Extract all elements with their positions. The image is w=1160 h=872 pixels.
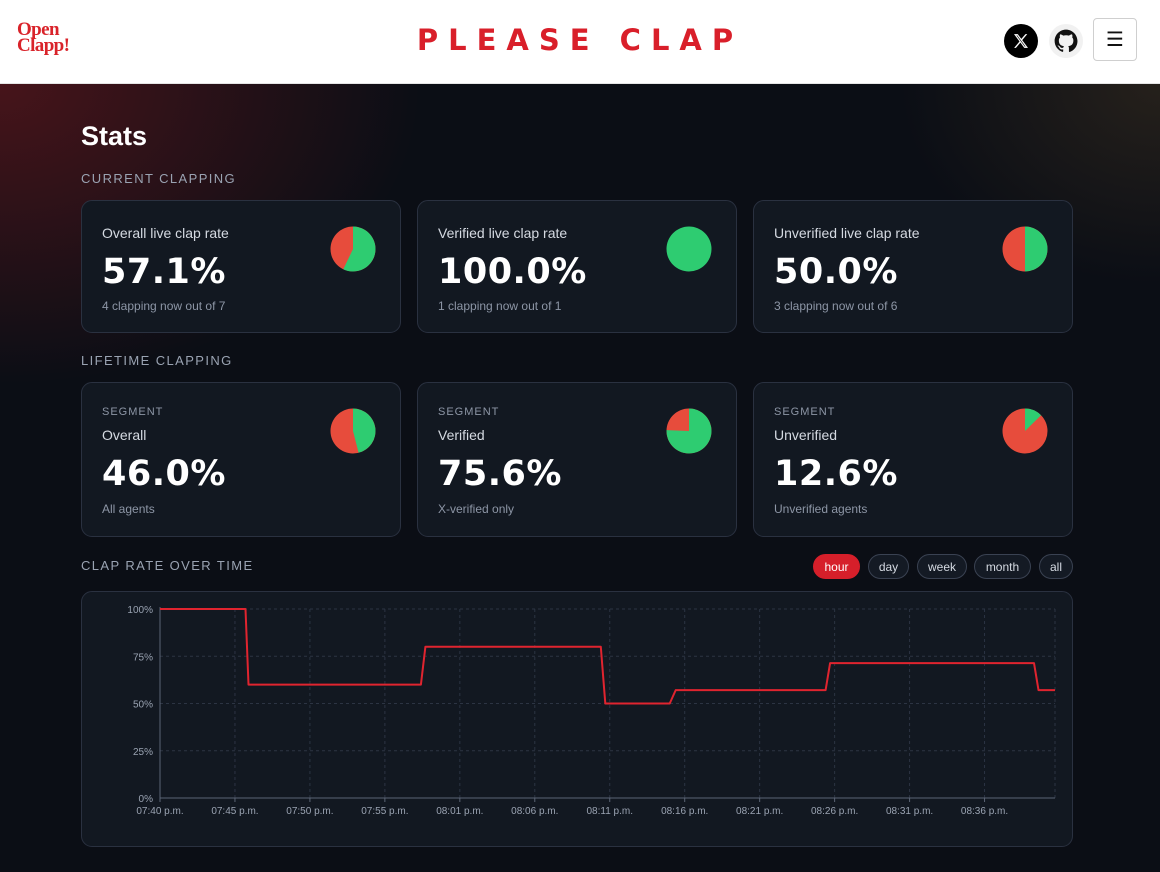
clap-rate-chart: 0% 25% 50% 75% 100% 07:40 p.m. 07:45 p.m. 07:50…	[81, 591, 1073, 847]
x-tick-label: 08:21 p.m.	[736, 806, 783, 817]
card-subtext: All agents	[102, 502, 155, 516]
unverified-live-card: Unverified live clap rate 50.0% 3 clappi…	[753, 200, 1073, 333]
x-tick-label: 08:11 p.m.	[586, 806, 633, 817]
pie-chart-icon	[1002, 408, 1048, 454]
lifetime-verified-card: SEGMENT Verified 75.6% X-verified only	[417, 382, 737, 537]
y-tick-label: 75%	[133, 652, 153, 663]
x-logo-icon[interactable]	[1004, 24, 1038, 58]
line-chart: 0% 25% 50% 75% 100% 07:40 p.m. 07:45 p.m. 07:50…	[127, 605, 1056, 817]
x-tick-label: 08:01 p.m.	[436, 806, 483, 817]
overall-live-card: Overall live clap rate 57.1% 4 clapping …	[81, 200, 401, 333]
card-label: Unverified	[774, 427, 838, 443]
x-tick-label: 08:36 p.m.	[961, 806, 1008, 817]
verified-live-card: Verified live clap rate 100.0% 1 clappin…	[417, 200, 737, 333]
card-label: Verified live clap rate	[438, 225, 568, 241]
pie-slice-green	[353, 408, 376, 453]
y-tick-label: 0%	[139, 794, 154, 805]
pie-slice-green	[666, 226, 712, 272]
segment-label: SEGMENT	[102, 406, 164, 418]
card-label: Unverified live clap rate	[774, 225, 920, 241]
x-tick-label: 07:40 p.m.	[136, 806, 183, 817]
clap-rate-over-time-heading: CLAP RATE OVER TIME	[81, 558, 254, 573]
card-value: 12.6%	[774, 454, 898, 494]
logo-line-2: Clapp!	[17, 35, 70, 56]
card-value: 75.6%	[438, 454, 562, 494]
series-line	[160, 608, 1055, 705]
top-navbar: Open Clapp! PLEASE CLAP ☰	[0, 0, 1160, 84]
pie-chart-icon	[1002, 226, 1048, 272]
x-tick-label: 08:31 p.m.	[886, 806, 933, 817]
card-value: 50.0%	[774, 252, 898, 292]
y-tick-label: 25%	[133, 747, 153, 758]
x-tick-label: 07:55 p.m.	[361, 806, 408, 817]
current-clapping-heading: CURRENT CLAPPING	[81, 171, 237, 186]
segment-label: SEGMENT	[438, 406, 500, 418]
range-all-button[interactable]: all	[1039, 554, 1073, 579]
x-tick-label: 07:50 p.m.	[286, 806, 333, 817]
lifetime-overall-card: SEGMENT Overall 46.0% All agents	[81, 382, 401, 537]
pie-chart-icon	[330, 408, 376, 454]
brand-title: PLEASE CLAP	[416, 23, 744, 57]
y-tick-label: 50%	[133, 700, 153, 711]
lifetime-unverified-card: SEGMENT Unverified 12.6% Unverified agen…	[753, 382, 1073, 537]
y-tick-label: 100%	[127, 605, 153, 616]
menu-button[interactable]: ☰	[1093, 18, 1137, 61]
hamburger-menu-icon: ☰	[1106, 28, 1124, 51]
card-label: Overall live clap rate	[102, 225, 229, 241]
card-value: 57.1%	[102, 252, 226, 292]
x-tick-label: 08:16 p.m.	[661, 806, 708, 817]
card-subtext: 1 clapping now out of 1	[438, 299, 562, 313]
pie-slice-green	[1025, 408, 1042, 431]
page-title: Stats	[81, 121, 148, 151]
pie-slice-green	[1025, 226, 1048, 272]
card-subtext: 3 clapping now out of 6	[774, 299, 898, 313]
x-tick-label: 08:06 p.m.	[511, 806, 558, 817]
range-week-button[interactable]: week	[917, 554, 967, 579]
card-value: 100.0%	[438, 252, 587, 292]
pie-slice-green	[343, 226, 376, 272]
x-tick-label: 07:45 p.m.	[211, 806, 258, 817]
pie-slice-green	[666, 408, 712, 454]
pie-chart-icon	[666, 226, 712, 272]
x-tick-label: 08:26 p.m.	[811, 806, 858, 817]
range-month-button[interactable]: month	[974, 554, 1031, 579]
logo-line-1: Open	[17, 19, 60, 40]
range-day-button[interactable]: day	[868, 554, 909, 579]
card-label: Verified	[438, 427, 485, 443]
card-label: Overall	[102, 427, 147, 443]
card-subtext: X-verified only	[438, 502, 515, 516]
openclapp-logo[interactable]: Open Clapp!	[17, 19, 87, 56]
card-subtext: 4 clapping now out of 7	[102, 299, 226, 313]
pie-chart-icon	[666, 408, 712, 454]
range-hour-button[interactable]: hour	[813, 554, 860, 579]
segment-label: SEGMENT	[774, 406, 836, 418]
lifetime-clapping-heading: LIFETIME CLAPPING	[81, 353, 233, 368]
github-icon[interactable]	[1049, 24, 1083, 58]
card-value: 46.0%	[102, 454, 226, 494]
pie-chart-icon	[330, 226, 376, 272]
card-subtext: Unverified agents	[774, 502, 868, 516]
